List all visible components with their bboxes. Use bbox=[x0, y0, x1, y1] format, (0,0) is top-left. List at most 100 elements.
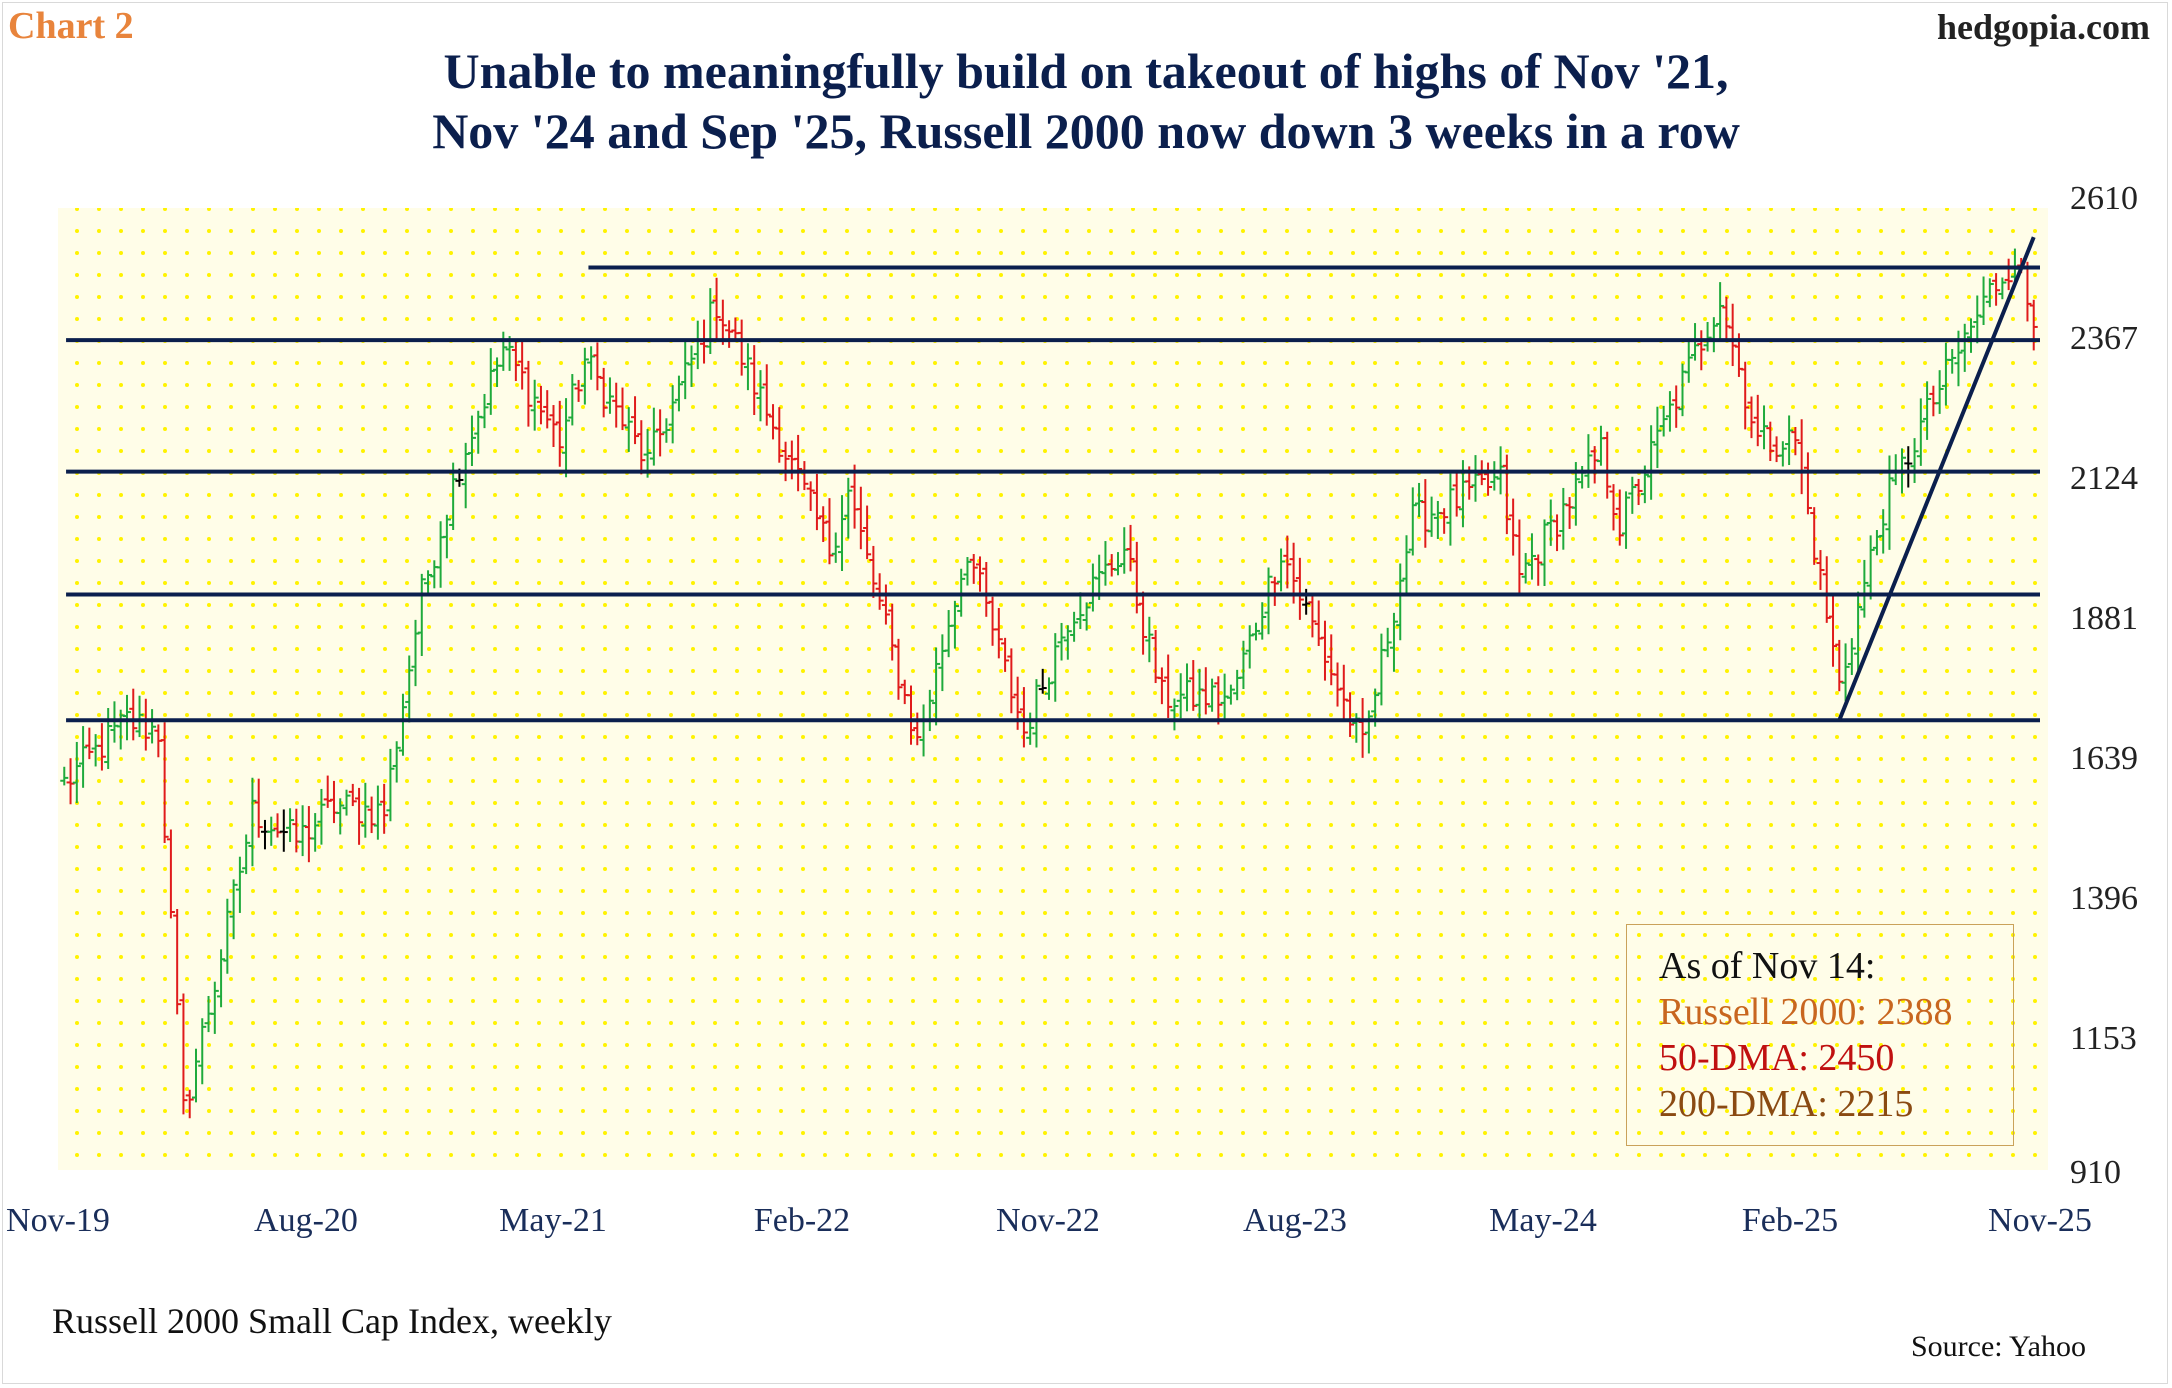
ohlc-bar bbox=[1408, 487, 1417, 556]
ohlc-bar bbox=[1829, 593, 1838, 667]
ohlc-bar bbox=[1766, 421, 1775, 462]
ohlc-bar bbox=[185, 1089, 194, 1119]
ohlc-bar bbox=[1201, 667, 1210, 715]
ohlc-bar bbox=[1622, 491, 1631, 549]
ohlc-bar bbox=[888, 603, 897, 661]
ohlc-bar bbox=[1164, 654, 1173, 718]
ohlc-bar bbox=[1446, 473, 1455, 546]
ohlc-bar bbox=[1960, 323, 1969, 372]
ohlc-bar bbox=[72, 741, 81, 804]
ohlc-bar bbox=[599, 367, 608, 418]
ohlc-bar bbox=[1082, 602, 1091, 631]
info-russell-value: Russell 2000: 2388 bbox=[1659, 991, 1953, 1033]
ohlc-bar bbox=[781, 441, 790, 482]
ohlc-bar bbox=[1716, 282, 1725, 341]
ohlc-bar bbox=[1415, 482, 1424, 517]
ohlc-bar bbox=[405, 655, 414, 723]
source-note: Source: Yahoo bbox=[1910, 1330, 2086, 1363]
ohlc-bar bbox=[1251, 622, 1260, 641]
info-box: As of Nov 14: Russell 2000: 2388 50-DMA:… bbox=[1626, 924, 2014, 1146]
ohlc-bar bbox=[844, 477, 853, 539]
ohlc-bar bbox=[398, 693, 407, 756]
ohlc-bar bbox=[235, 856, 244, 913]
ohlc-bar bbox=[1822, 556, 1831, 623]
x-tick-label: Feb-22 bbox=[753, 1202, 851, 1239]
ohlc-bar bbox=[1741, 361, 1750, 430]
ohlc-bar bbox=[1270, 576, 1279, 606]
ohlc-bar bbox=[863, 505, 872, 560]
ohlc-bar bbox=[2004, 258, 2013, 291]
info-50dma-value: 50-DMA: 2450 bbox=[1659, 1037, 1895, 1079]
ohlc-bar bbox=[1220, 673, 1229, 720]
ohlc-bar bbox=[524, 360, 533, 427]
ohlc-bar bbox=[1992, 273, 2001, 306]
chart-title-line1: Unable to meaningfully build on takeout … bbox=[443, 43, 1729, 99]
ohlc-bar bbox=[1095, 554, 1104, 600]
ohlc-bar bbox=[60, 766, 69, 786]
ohlc-bar bbox=[1854, 591, 1863, 671]
ohlc-bar bbox=[1308, 596, 1317, 638]
ohlc-bar bbox=[210, 981, 219, 1034]
ohlc-bar bbox=[1157, 667, 1166, 705]
ohlc-bar bbox=[1026, 712, 1035, 745]
x-tick-label: Aug-23 bbox=[1243, 1202, 1347, 1239]
chart-subtitle: Russell 2000 Small Cap Index, weekly bbox=[52, 1301, 612, 1341]
ohlc-bar bbox=[373, 785, 382, 840]
ohlc-bar bbox=[1214, 676, 1223, 725]
ohlc-bar bbox=[1038, 668, 1047, 694]
ohlc-bar bbox=[555, 400, 564, 467]
ohlc-bar bbox=[1584, 434, 1593, 488]
ohlc-bar bbox=[1791, 426, 1800, 456]
ohlc-bar bbox=[442, 514, 451, 559]
ohlc-bar bbox=[549, 405, 558, 448]
ohlc-bar bbox=[1396, 563, 1405, 641]
ohlc-bar bbox=[355, 787, 364, 845]
ohlc-bar bbox=[856, 486, 865, 550]
ohlc-bar bbox=[279, 809, 288, 852]
ohlc-bar bbox=[1998, 277, 2007, 300]
ohlc-bar bbox=[1722, 296, 1731, 341]
ohlc-bar bbox=[1176, 673, 1185, 719]
ohlc-bar bbox=[217, 949, 226, 1008]
ohlc-bar bbox=[386, 748, 395, 822]
ohlc-bar bbox=[342, 789, 351, 816]
ohlc-bar bbox=[1603, 431, 1612, 499]
ohlc-bar bbox=[674, 375, 683, 412]
ohlc-bar bbox=[1277, 548, 1286, 592]
ohlc-bar bbox=[1490, 461, 1499, 491]
ohlc-bar bbox=[1007, 648, 1016, 714]
ohlc-bar bbox=[298, 805, 307, 857]
ohlc-bar bbox=[1653, 406, 1662, 469]
chart-label: Chart 2 bbox=[8, 5, 134, 47]
ohlc-bar bbox=[574, 379, 583, 402]
trendline-group bbox=[1837, 236, 2036, 722]
ohlc-bar bbox=[424, 570, 433, 596]
ohlc-bar bbox=[1760, 405, 1769, 450]
ohlc-bar bbox=[1753, 394, 1762, 447]
ohlc-bar bbox=[894, 638, 903, 700]
ohlc-bar bbox=[982, 562, 991, 617]
site-name: hedgopia.com bbox=[1936, 7, 2150, 47]
ohlc-bar bbox=[1226, 684, 1235, 705]
ohlc-bar bbox=[467, 415, 476, 466]
ohlc-bar bbox=[624, 407, 633, 452]
ohlc-bar bbox=[725, 320, 734, 348]
ohlc-bar bbox=[486, 348, 495, 415]
ohlc-bar bbox=[1785, 415, 1794, 466]
ohlc-bar bbox=[248, 777, 257, 867]
ohlc-bar bbox=[1534, 554, 1543, 586]
ohlc-bar bbox=[1697, 330, 1706, 371]
y-tick-label: 1881 bbox=[2070, 600, 2138, 637]
ohlc-bar bbox=[568, 374, 577, 426]
ohlc-bar bbox=[706, 288, 715, 354]
ohlc-bar bbox=[1113, 552, 1122, 576]
ohlc-bar bbox=[1032, 679, 1041, 748]
y-tick-label: 1396 bbox=[2070, 880, 2138, 917]
ohlc-bar bbox=[1615, 489, 1624, 546]
ohlc-bar bbox=[1816, 550, 1825, 590]
y-tick-label: 2124 bbox=[2070, 460, 2138, 497]
ohlc-bar bbox=[1051, 633, 1060, 702]
ohlc-bar bbox=[1703, 322, 1712, 352]
ohlc-bar bbox=[1170, 698, 1179, 731]
plot-dot-grid bbox=[58, 208, 2048, 1170]
